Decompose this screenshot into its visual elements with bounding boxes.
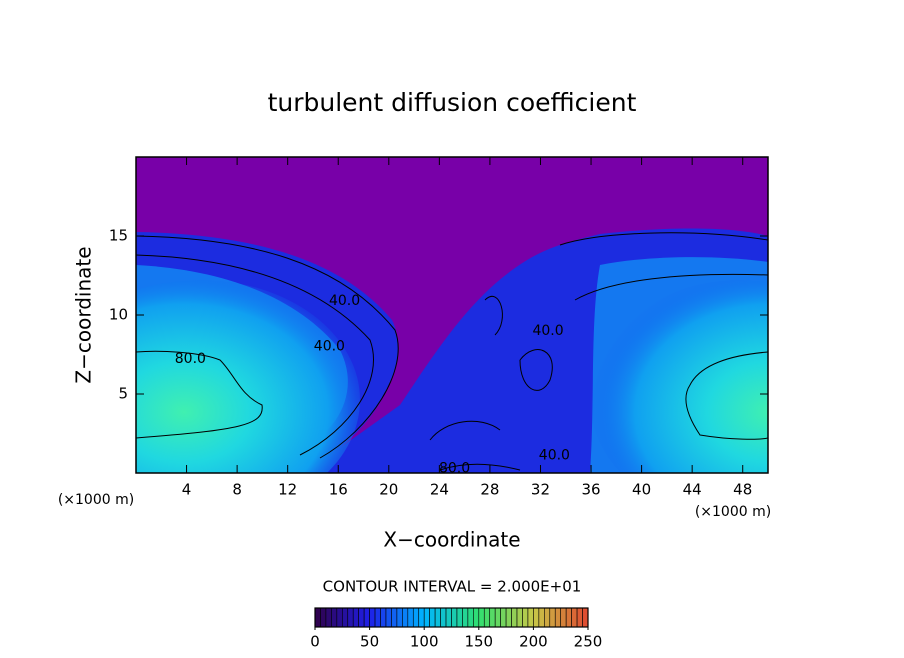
colorbar-cell — [429, 607, 436, 628]
colorbar-cell — [489, 607, 496, 628]
contour-label: 40.0 — [314, 339, 345, 355]
colorbar-cell — [320, 607, 327, 628]
x-tick-label: 40 — [632, 481, 651, 499]
y-tick-label: 10 — [109, 306, 128, 324]
colorbar-cell — [363, 607, 370, 628]
colorbar-tick-label: 0 — [310, 633, 320, 651]
y-tick-label: 5 — [118, 385, 128, 403]
colorbar-cell — [440, 607, 447, 628]
colorbar-cell — [505, 607, 512, 628]
colorbar-cell — [582, 607, 589, 628]
contour-label: 40.0 — [539, 448, 570, 464]
colorbar-cell — [538, 607, 545, 628]
colorbar-cell — [423, 607, 430, 628]
field-core — [136, 280, 360, 473]
colorbar-cell — [336, 607, 343, 628]
contour-label: 40.0 — [329, 293, 360, 309]
y-tick-label: 15 — [109, 227, 128, 245]
colorbar-cell — [407, 607, 414, 628]
colorbar-cell — [391, 607, 398, 628]
colorbar-cell — [554, 607, 561, 628]
x-tick-label: 28 — [480, 481, 499, 499]
colorbar-cell — [467, 607, 474, 628]
colorbar-cell — [462, 607, 469, 628]
x-unit-label: (×1000 m) — [695, 504, 771, 520]
field-core — [590, 280, 768, 473]
colorbar-cell — [483, 607, 491, 628]
contour-label: 80.0 — [439, 460, 470, 476]
colorbar-cell — [369, 607, 376, 628]
colorbar-cell — [341, 607, 349, 628]
contour-label: 80.0 — [175, 351, 206, 367]
colorbar-tick-label: 100 — [410, 633, 439, 651]
colorbar-cell — [500, 607, 507, 628]
colorbar-cell — [544, 607, 551, 628]
colorbar-cell — [325, 607, 332, 628]
colorbar-cell — [451, 607, 458, 628]
colorbar-cell — [560, 607, 567, 628]
colorbar-cell — [331, 607, 338, 628]
colorbar-cell — [412, 607, 420, 628]
colorbar-tick-label: 150 — [464, 633, 493, 651]
colorbar-cell — [473, 607, 480, 628]
colorbar-title: CONTOUR INTERVAL = 2.000E+01 — [323, 578, 582, 596]
colorbar-cell — [352, 607, 359, 628]
colorbar-cell — [565, 607, 572, 628]
field: 40.0 40.0 80.0 80.0 40.0 40.0 — [136, 157, 768, 476]
x-tick-label: 32 — [531, 481, 550, 499]
colorbar-cell — [511, 607, 518, 628]
colorbar-cell — [571, 607, 578, 628]
colorbar-cell — [380, 607, 387, 628]
chart-title: turbulent diffusion coefficient — [268, 88, 637, 117]
x-unit-label: (×1000 m) — [58, 492, 134, 508]
colorbar-cell — [418, 607, 425, 628]
colorbar-cell — [402, 607, 409, 628]
colorbar-cell — [347, 607, 354, 628]
x-tick-label: 12 — [278, 481, 297, 499]
colorbar-tick-label: 250 — [574, 633, 603, 651]
y-axis-label: Z−coordinate — [72, 246, 96, 383]
colorbar-cell — [456, 607, 463, 628]
colorbar-cell — [576, 607, 583, 628]
x-tick-label: 36 — [581, 481, 600, 499]
colorbar-cell — [549, 607, 556, 628]
colorbar-cell — [516, 607, 523, 628]
x-tick-label: 4 — [182, 481, 192, 499]
x-tick-label: 24 — [430, 481, 449, 499]
colorbar-cell — [494, 607, 501, 628]
colorbar-cell — [445, 607, 452, 628]
colorbar-tick-label: 50 — [360, 633, 379, 651]
colorbar-frame — [314, 607, 589, 628]
x-axis-label: X−coordinate — [383, 528, 520, 552]
colorbar-cell — [434, 607, 441, 628]
x-tick-label: 20 — [379, 481, 398, 499]
colorbar-cell — [396, 607, 403, 628]
x-tick-label: 44 — [683, 481, 702, 499]
colorbar-tick-label: 200 — [519, 633, 548, 651]
colorbar-cell — [358, 607, 365, 628]
colorbar-cell — [533, 607, 540, 628]
colorbar-cell — [522, 607, 529, 628]
contour-lines — [136, 232, 768, 471]
colorbar-cell — [527, 607, 534, 628]
x-tick-label: 16 — [329, 481, 348, 499]
x-tick-label: 8 — [232, 481, 242, 499]
x-tick-label: 48 — [733, 481, 752, 499]
colorbar-cell — [478, 607, 485, 628]
colorbar-cell — [374, 607, 381, 628]
contour-label: 40.0 — [532, 323, 563, 339]
colorbar-cell — [314, 607, 321, 628]
colorbar-cell — [385, 607, 392, 628]
